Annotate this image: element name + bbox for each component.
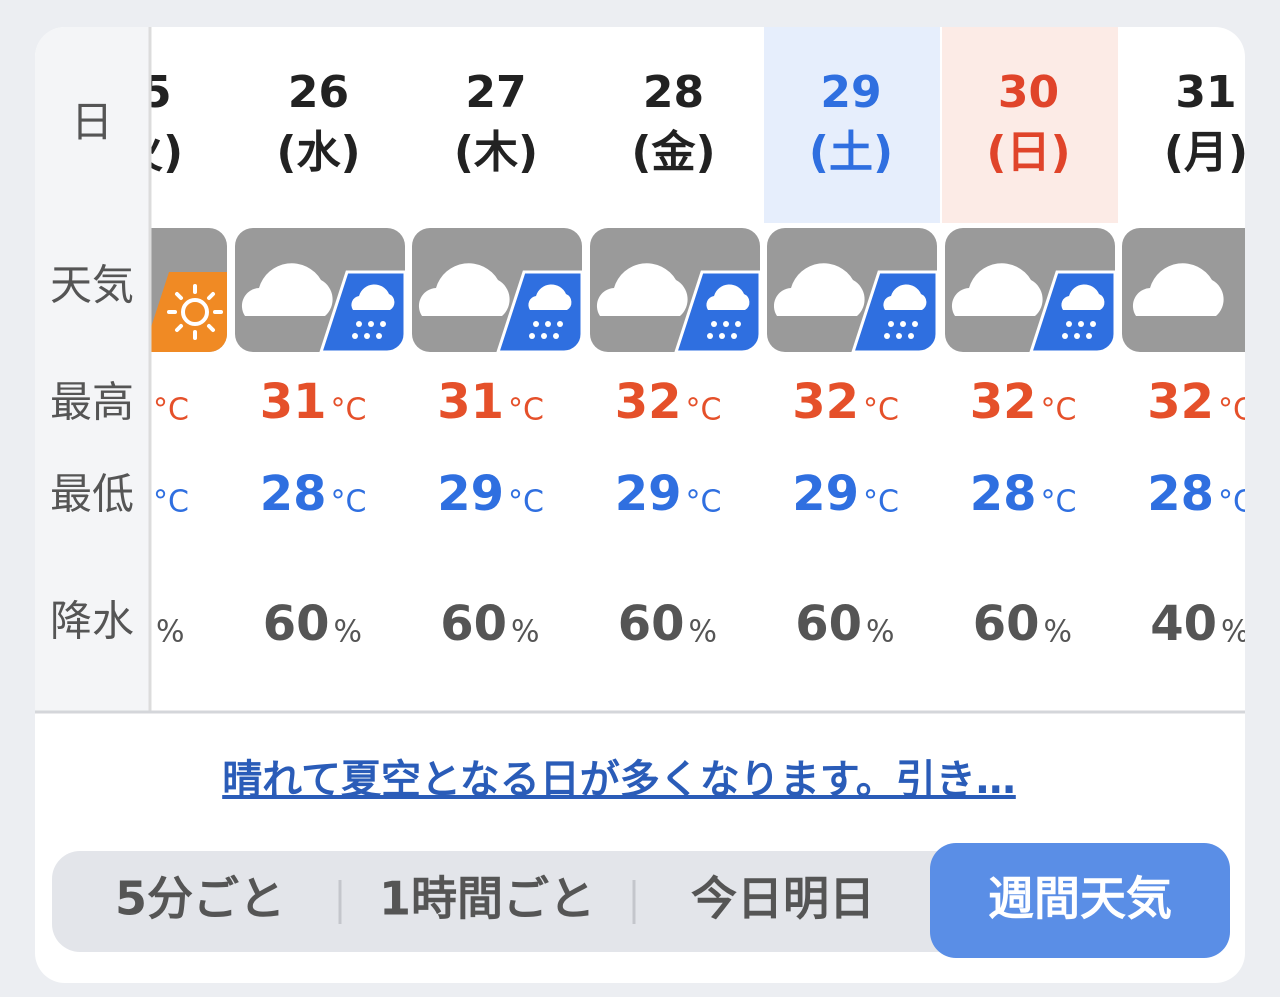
precip-unit: % — [511, 615, 540, 650]
weather-icon — [235, 228, 405, 352]
weekday: (水) — [276, 127, 360, 178]
high-unit: °C — [863, 393, 899, 428]
weekday: (土) — [809, 127, 893, 178]
weekday: (火) — [99, 127, 183, 178]
high-value: 32 — [615, 374, 682, 430]
precip-value: 40 — [1150, 596, 1217, 652]
high-unit: °C — [153, 393, 189, 428]
high-unit: °C — [686, 393, 722, 428]
row-label: 天気 — [50, 261, 134, 310]
tab[interactable]: 5分ごと — [115, 872, 285, 926]
precip-unit: % — [1044, 615, 1073, 650]
high-value: 32 — [792, 374, 859, 430]
low-unit: °C — [153, 485, 189, 520]
date: 31 — [1175, 67, 1236, 118]
high-unit: °C — [1041, 393, 1077, 428]
tab[interactable]: 週間天気 — [988, 872, 1172, 926]
low-unit: °C — [508, 485, 544, 520]
low-unit: °C — [863, 485, 899, 520]
precip-value: 60 — [618, 596, 685, 652]
weekday: (月) — [1164, 127, 1248, 178]
precip-unit: % — [156, 615, 185, 650]
precip-value: 60 — [440, 596, 507, 652]
label-column — [35, 27, 150, 712]
sun-highlight — [942, 27, 1118, 223]
low-unit: °C — [1041, 485, 1077, 520]
weekday: (金) — [631, 127, 715, 178]
low-value: 28 — [260, 466, 327, 522]
low-value: 29 — [615, 466, 682, 522]
high-value: 31 — [437, 374, 504, 430]
precip-value: 60 — [795, 596, 862, 652]
tab[interactable]: 1時間ごと — [379, 872, 595, 926]
low-value: 29 — [792, 466, 859, 522]
weekday: (木) — [454, 127, 538, 178]
weather-icon — [1122, 228, 1245, 352]
high-value: 32 — [970, 374, 1037, 430]
date: 30 — [998, 67, 1059, 118]
high-value: 32 — [1147, 374, 1214, 430]
weather-icon — [945, 228, 1115, 352]
low-value: 29 — [437, 466, 504, 522]
low-value: 28 — [970, 466, 1037, 522]
precip-unit: % — [689, 615, 718, 650]
date: 26 — [288, 67, 349, 118]
high-value: 31 — [260, 374, 327, 430]
weather-icon — [590, 228, 760, 352]
date: 29 — [820, 67, 881, 118]
weekday: (日) — [986, 127, 1070, 178]
precip-unit: % — [1221, 615, 1250, 650]
weather-icon — [412, 228, 582, 352]
summary-link[interactable]: 晴れて夏空となる日が多くなります。引き… — [222, 757, 1016, 803]
low-unit: °C — [1218, 485, 1254, 520]
date: 28 — [643, 67, 704, 118]
low-unit: °C — [686, 485, 722, 520]
row-label: 最高 — [50, 378, 134, 427]
sat-highlight — [764, 27, 940, 223]
weather-icon — [767, 228, 937, 352]
low-unit: °C — [331, 485, 367, 520]
low-value: 28 — [1147, 466, 1214, 522]
row-label: 日 — [71, 98, 113, 147]
card: 25(火)°C°C%26(水)31°C28°C60%27(木)31°C29°C6… — [35, 27, 1280, 983]
tab[interactable]: 今日明日 — [691, 872, 875, 926]
high-unit: °C — [508, 393, 544, 428]
precip-value: 60 — [263, 596, 330, 652]
precip-unit: % — [334, 615, 363, 650]
date: 25 — [110, 67, 171, 118]
date: 27 — [465, 67, 526, 118]
active-tab[interactable] — [930, 843, 1230, 958]
precip-value: 60 — [973, 596, 1040, 652]
row-label: 最低 — [50, 470, 134, 519]
high-unit: °C — [1218, 393, 1254, 428]
day-columns[interactable]: 25(火)°C°C%26(水)31°C28°C60%27(木)31°C29°C6… — [57, 27, 1280, 652]
precip-unit: % — [866, 615, 895, 650]
high-unit: °C — [331, 393, 367, 428]
row-label: 降水 — [50, 597, 134, 646]
